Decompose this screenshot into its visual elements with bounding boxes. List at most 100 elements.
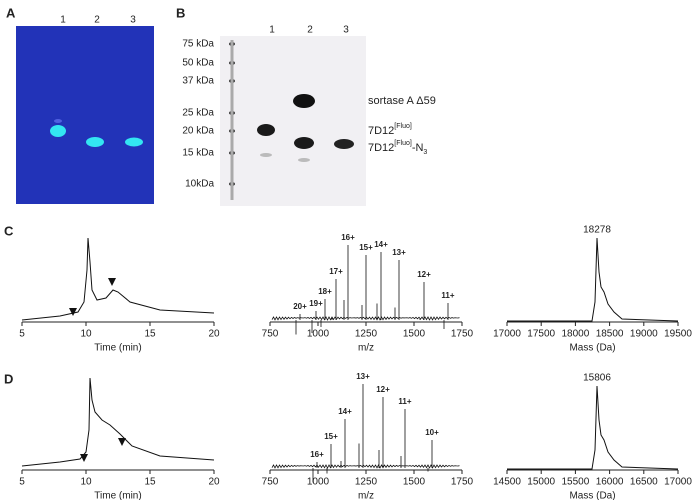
peak-label: 12+ bbox=[417, 270, 431, 279]
peak-label: 15+ bbox=[359, 243, 373, 252]
x-tick-label: 16500 bbox=[630, 477, 658, 488]
deconvoluted-trace bbox=[507, 385, 679, 470]
x-tick-label: 1000 bbox=[307, 477, 330, 488]
band bbox=[257, 124, 275, 136]
band bbox=[334, 139, 354, 149]
panel-label: A bbox=[6, 5, 16, 20]
x-axis-title: m/z bbox=[358, 343, 374, 354]
band bbox=[54, 119, 62, 123]
annotation-base: 7D12 bbox=[368, 142, 394, 154]
x-tick-label: 15 bbox=[144, 329, 156, 340]
panel-label: D bbox=[4, 371, 13, 386]
x-tick-label: 5 bbox=[19, 329, 25, 340]
x-tick-label: 20 bbox=[208, 477, 220, 488]
x-tick-label: 17500 bbox=[527, 329, 555, 340]
x-tick-label: 750 bbox=[262, 477, 279, 488]
band bbox=[50, 125, 66, 137]
peak-label: 14+ bbox=[374, 240, 388, 249]
deconvoluted-trace bbox=[507, 237, 679, 322]
x-tick-label: 1250 bbox=[355, 329, 378, 340]
x-tick-label: 14500 bbox=[493, 477, 521, 488]
x-tick-label: 10 bbox=[80, 477, 92, 488]
band bbox=[125, 137, 143, 147]
peak-label: 20+ bbox=[293, 302, 307, 311]
peak-label: 15+ bbox=[324, 432, 338, 441]
x-tick-label: 1500 bbox=[403, 329, 426, 340]
peak-label: 16+ bbox=[310, 450, 324, 459]
lane-label: 2 bbox=[94, 15, 100, 26]
gel-a bbox=[16, 26, 154, 204]
annotation-sub: 3 bbox=[423, 149, 427, 156]
x-axis-title: Time (min) bbox=[94, 491, 141, 500]
annotation-sup: [Fluo] bbox=[394, 140, 412, 147]
peak-label: 18278 bbox=[583, 225, 611, 236]
peak-label: 13+ bbox=[356, 372, 370, 381]
x-tick-label: 1750 bbox=[451, 329, 474, 340]
x-tick-label: 17000 bbox=[493, 329, 521, 340]
panel-label: C bbox=[4, 223, 14, 238]
band bbox=[293, 94, 315, 108]
lane-label: 1 bbox=[269, 25, 275, 36]
marker-label: 20 kDa bbox=[182, 126, 214, 137]
gel-b bbox=[220, 36, 366, 206]
peak-label: 15806 bbox=[583, 373, 611, 384]
lane-label: 2 bbox=[307, 25, 313, 36]
x-axis-title: Mass (Da) bbox=[569, 343, 615, 354]
x-axis-title: Time (min) bbox=[94, 343, 141, 354]
lane-label: 3 bbox=[130, 15, 136, 26]
arrowhead bbox=[108, 278, 116, 286]
x-tick-label: 1000 bbox=[307, 329, 330, 340]
marker-label: 10kDa bbox=[185, 179, 214, 190]
spectrum bbox=[271, 384, 460, 483]
peak-label: 11+ bbox=[441, 291, 454, 300]
annotation: 7D12[Fluo]-N3 bbox=[368, 140, 427, 156]
annotation-sup: [Fluo] bbox=[394, 123, 412, 130]
arrowhead bbox=[80, 454, 88, 462]
x-tick-label: 5 bbox=[19, 477, 25, 488]
x-tick-label: 17000 bbox=[664, 477, 692, 488]
peak-label: 11+ bbox=[398, 397, 411, 406]
x-tick-label: 18500 bbox=[596, 329, 624, 340]
peak-label: 17+ bbox=[329, 267, 343, 276]
arrowhead bbox=[69, 308, 77, 316]
x-tick-label: 18000 bbox=[561, 329, 589, 340]
band bbox=[298, 158, 310, 162]
band bbox=[294, 137, 314, 149]
chromatogram-trace bbox=[21, 237, 215, 321]
marker-label: 15 kDa bbox=[182, 148, 214, 159]
annotation: sortase A Δ59 bbox=[368, 95, 436, 107]
x-tick-label: 750 bbox=[262, 329, 279, 340]
x-tick-label: 15 bbox=[144, 477, 156, 488]
annotation-rest: -N bbox=[412, 142, 424, 154]
peak-label: 12+ bbox=[376, 385, 390, 394]
peak-label: 18+ bbox=[318, 287, 332, 296]
panel-label: B bbox=[176, 5, 185, 20]
peak-label: 10+ bbox=[425, 428, 439, 437]
x-tick-label: 1250 bbox=[355, 477, 378, 488]
x-tick-label: 1500 bbox=[403, 477, 426, 488]
x-tick-label: 16000 bbox=[596, 477, 624, 488]
marker-label: 37 kDa bbox=[182, 76, 214, 87]
chromatogram-trace bbox=[21, 377, 215, 467]
marker-label: 25 kDa bbox=[182, 108, 214, 119]
x-tick-label: 20 bbox=[208, 329, 220, 340]
peak-label: 13+ bbox=[392, 248, 406, 257]
band bbox=[260, 153, 272, 157]
peak-label: 14+ bbox=[338, 407, 352, 416]
x-tick-label: 10 bbox=[80, 329, 92, 340]
x-axis-title: Mass (Da) bbox=[569, 491, 615, 500]
band bbox=[86, 137, 104, 147]
lane-label: 1 bbox=[60, 15, 66, 26]
x-tick-label: 19000 bbox=[630, 329, 658, 340]
marker-label: 75 kDa bbox=[182, 39, 214, 50]
peak-label: 16+ bbox=[341, 233, 355, 242]
x-tick-label: 15500 bbox=[561, 477, 589, 488]
x-axis-title: m/z bbox=[358, 491, 374, 500]
marker-label: 50 kDa bbox=[182, 58, 214, 69]
x-tick-label: 15000 bbox=[527, 477, 555, 488]
x-tick-label: 19500 bbox=[664, 329, 692, 340]
arrowhead bbox=[118, 438, 126, 446]
annotation: 7D12[Fluo] bbox=[368, 123, 412, 137]
spectrum bbox=[271, 245, 460, 335]
